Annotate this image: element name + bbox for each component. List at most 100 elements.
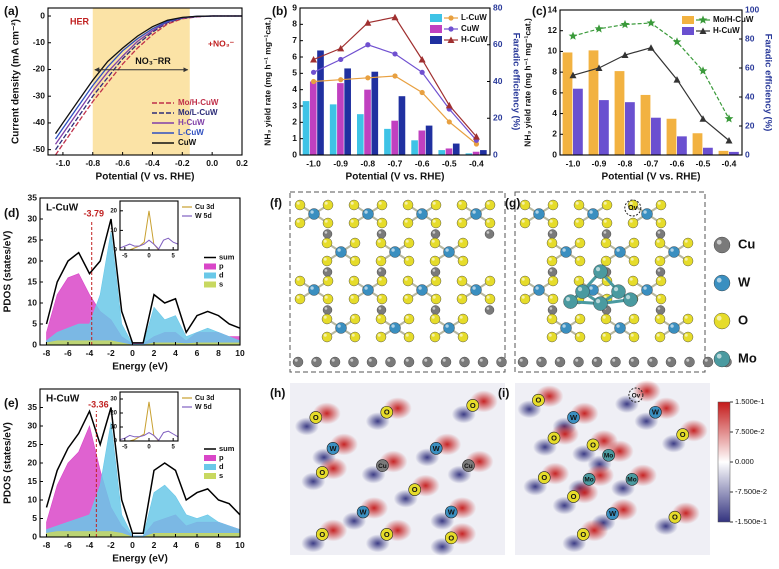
atom-label: W xyxy=(329,444,337,453)
line xyxy=(54,15,242,134)
colorbar xyxy=(717,401,731,523)
legend-label: p xyxy=(219,261,224,270)
atom xyxy=(380,528,394,541)
atom xyxy=(389,322,401,334)
atom xyxy=(654,313,666,325)
marker xyxy=(392,51,398,57)
atom-label: O xyxy=(680,430,686,439)
atom xyxy=(322,199,334,211)
atom xyxy=(376,229,387,239)
atom xyxy=(376,275,388,287)
y-tick-label: 0 xyxy=(745,149,750,159)
y-tick-label: 60 xyxy=(493,39,503,49)
x-tick-label: -4 xyxy=(86,540,94,550)
legend-label: W 5d xyxy=(195,404,212,411)
atom-highlight xyxy=(431,257,435,261)
panel-label: (d) xyxy=(4,206,19,220)
atom xyxy=(655,217,667,229)
atom xyxy=(335,246,347,258)
y-tick-label: 7 xyxy=(292,35,297,45)
atom-highlight xyxy=(458,201,462,205)
colorbar-label: 1.500e-1 xyxy=(735,397,765,406)
atom-highlight xyxy=(589,210,593,214)
x-tick-label: 2 xyxy=(152,540,157,550)
y-tick-label: 2 xyxy=(292,117,297,127)
atom xyxy=(627,275,639,287)
atom xyxy=(429,237,441,249)
atom xyxy=(457,237,469,249)
atom xyxy=(554,356,566,368)
atom-highlight xyxy=(445,324,449,328)
legend-label: Mo/L-CuW xyxy=(178,108,218,117)
atom xyxy=(547,305,558,315)
atom xyxy=(591,356,603,368)
atom xyxy=(713,236,731,254)
atom-highlight xyxy=(418,210,422,214)
atom-highlight xyxy=(630,358,634,362)
atom-highlight xyxy=(350,219,354,223)
atom-highlight xyxy=(458,277,462,281)
atom xyxy=(684,356,695,368)
atom-highlight xyxy=(556,358,560,362)
bar xyxy=(364,89,371,155)
bar xyxy=(398,96,406,155)
y-tick-label: 8 xyxy=(292,19,297,29)
marker xyxy=(445,101,453,109)
bar xyxy=(357,114,364,155)
atom-highlight xyxy=(575,219,579,223)
atom-highlight xyxy=(351,315,355,319)
atom-label: O xyxy=(412,485,418,494)
legend-label: Cu 3d xyxy=(195,204,214,211)
atom-highlight xyxy=(472,286,476,290)
atom-highlight xyxy=(350,295,354,299)
bar xyxy=(391,120,399,155)
atom-highlight xyxy=(324,219,328,223)
plot-frame xyxy=(39,197,241,346)
line xyxy=(119,237,179,250)
atom-highlight xyxy=(575,358,579,362)
atom xyxy=(477,356,489,368)
marker xyxy=(365,75,371,81)
atom-highlight xyxy=(351,257,355,261)
y-tick-label: 0 xyxy=(552,149,557,159)
atom xyxy=(444,531,458,545)
atom-highlight xyxy=(418,286,422,290)
legend-label: s xyxy=(219,279,223,288)
y-tick-label: 80 xyxy=(493,2,503,12)
atom-label: W xyxy=(433,444,441,453)
atom-label: O xyxy=(551,434,557,443)
y-tick-label: 4 xyxy=(292,84,297,94)
atom xyxy=(430,267,441,277)
y-tick-label: 25 xyxy=(28,234,38,244)
colorbar-label: 7.500e-2 xyxy=(735,427,765,436)
atom-label: O xyxy=(672,513,678,522)
atom-highlight xyxy=(324,231,328,234)
atom-highlight xyxy=(364,210,368,214)
atom xyxy=(628,331,640,343)
marker xyxy=(337,44,345,52)
x-tick-label: -0.7 xyxy=(388,158,403,168)
atom xyxy=(574,313,586,325)
atom xyxy=(655,293,667,305)
atom xyxy=(322,305,333,315)
atom-highlight xyxy=(377,315,381,319)
atom xyxy=(641,284,653,296)
bar xyxy=(317,50,324,155)
atom-highlight xyxy=(459,239,463,243)
x-tick-label: 4 xyxy=(173,540,178,550)
atom-highlight xyxy=(377,239,381,243)
y-tick-label: 20 xyxy=(28,255,38,265)
plot-frame xyxy=(559,9,743,156)
x-tick-label: -5 xyxy=(122,254,128,260)
atom xyxy=(546,331,558,343)
atom xyxy=(682,255,694,267)
atom xyxy=(335,322,347,334)
atom-highlight xyxy=(368,358,372,362)
x-tick-label: -2 xyxy=(107,348,115,358)
legend-label: H-CuW xyxy=(461,35,488,44)
atom xyxy=(402,199,414,211)
atom-highlight xyxy=(391,248,395,252)
atom-highlight xyxy=(486,231,490,234)
atom xyxy=(321,255,333,267)
